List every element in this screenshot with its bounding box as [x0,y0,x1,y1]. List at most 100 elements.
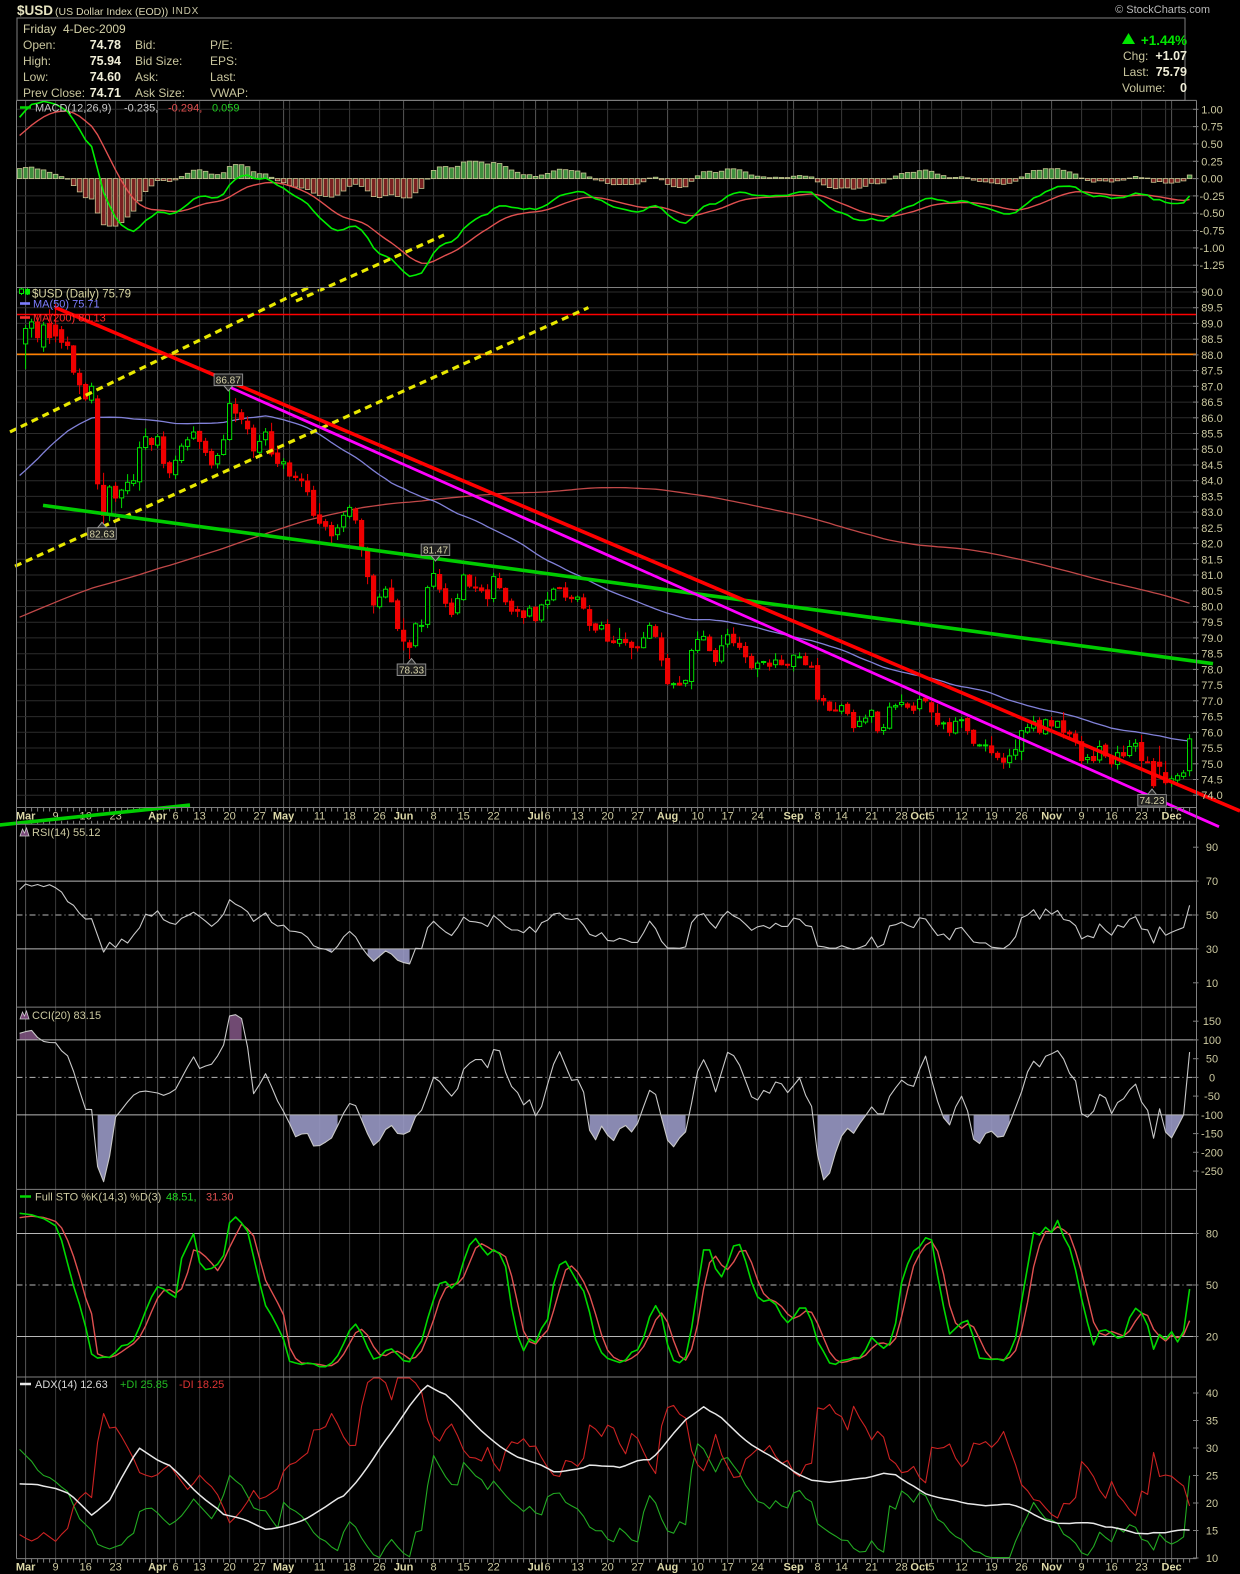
svg-text:27: 27 [631,1562,643,1574]
svg-text:150: 150 [1203,1016,1221,1028]
svg-text:6: 6 [173,811,179,823]
svg-text:81.0: 81.0 [1201,570,1222,582]
svg-text:-150: -150 [1201,1129,1223,1141]
svg-text:76.5: 76.5 [1201,712,1222,724]
svg-text:+1.44%: +1.44% [1141,33,1187,48]
svg-text:MA(200) 80.13: MA(200) 80.13 [33,313,106,325]
svg-text:Friday 4-Dec-2009: Friday 4-Dec-2009 [23,22,126,36]
svg-text:Dec: Dec [1162,1562,1182,1574]
svg-text:VWAP:: VWAP: [210,86,248,100]
svg-text:-0.235,: -0.235, [124,103,158,115]
svg-text:20: 20 [601,811,613,823]
svg-text:Nov: Nov [1041,1562,1063,1574]
svg-text:75.94: 75.94 [90,54,121,68]
svg-text:-0.50: -0.50 [1199,208,1224,220]
svg-text:6: 6 [173,1562,179,1574]
svg-text:86.5: 86.5 [1201,397,1222,409]
svg-text:50: 50 [1206,1280,1218,1292]
svg-text:82.5: 82.5 [1201,523,1222,535]
svg-text:78.33: 78.33 [399,666,424,677]
svg-text:80: 80 [1206,1229,1218,1241]
svg-text:13: 13 [571,1562,583,1574]
svg-text:MA(50) 75.71: MA(50) 75.71 [33,299,100,311]
svg-text:18: 18 [343,1562,355,1574]
svg-text:8: 8 [815,811,821,823]
svg-text:8: 8 [431,1562,437,1574]
svg-text:80.0: 80.0 [1201,602,1222,614]
svg-text:5: 5 [929,1562,935,1574]
svg-text:$USD: $USD [17,3,53,18]
svg-text:Bid Size:: Bid Size: [135,54,182,68]
svg-text:16: 16 [1105,1562,1117,1574]
svg-text:82.0: 82.0 [1201,539,1222,551]
svg-text:89.0: 89.0 [1201,318,1222,330]
svg-text:Ask:: Ask: [135,70,158,84]
svg-text:15: 15 [457,1562,469,1574]
svg-text:May: May [273,811,295,823]
svg-text:22: 22 [487,811,499,823]
svg-text:21: 21 [865,1562,877,1574]
svg-text:Jun: Jun [394,811,414,823]
svg-text:Oct: Oct [910,811,929,823]
svg-text:High:: High: [23,54,51,68]
svg-text:10: 10 [1206,978,1218,990]
svg-text:16: 16 [79,1562,91,1574]
svg-text:90: 90 [1206,842,1218,854]
svg-text:74.78: 74.78 [90,38,121,52]
svg-text:28: 28 [895,811,907,823]
svg-text:12: 12 [955,1562,967,1574]
svg-text:50: 50 [1206,910,1218,922]
svg-text:-50: -50 [1204,1091,1220,1103]
svg-text:10: 10 [1206,1553,1218,1565]
svg-text:85.0: 85.0 [1201,444,1222,456]
svg-text:-0.25: -0.25 [1199,191,1224,203]
svg-text:© StockCharts.com: © StockCharts.com [1115,4,1210,16]
svg-text:21: 21 [865,811,877,823]
svg-text:74.60: 74.60 [90,70,121,84]
svg-text:13: 13 [193,1562,205,1574]
svg-text:12: 12 [955,811,967,823]
svg-text:EPS:: EPS: [210,54,237,68]
svg-text:17: 17 [721,1562,733,1574]
svg-text:28: 28 [895,1562,907,1574]
svg-text:77.0: 77.0 [1201,696,1222,708]
svg-text:26: 26 [1015,1562,1027,1574]
svg-text:6: 6 [545,811,551,823]
svg-text:80.5: 80.5 [1201,586,1222,598]
svg-text:35: 35 [1206,1416,1218,1428]
svg-text:87.0: 87.0 [1201,381,1222,393]
svg-text:0.00: 0.00 [1201,174,1222,186]
svg-text:24: 24 [751,811,763,823]
svg-text:Aug: Aug [657,1562,678,1574]
svg-text:70: 70 [1206,876,1218,888]
svg-text:-DI 18.25: -DI 18.25 [179,1379,224,1391]
svg-text:83.5: 83.5 [1201,491,1222,503]
svg-text:Volume:: Volume: [1122,81,1165,95]
svg-text:19: 19 [985,811,997,823]
svg-text:75.0: 75.0 [1201,759,1222,771]
svg-text:79.5: 79.5 [1201,617,1222,629]
svg-text:9: 9 [53,811,59,823]
svg-text:-1.00: -1.00 [1199,243,1224,255]
svg-text:87.5: 87.5 [1201,366,1222,378]
svg-text:13: 13 [571,811,583,823]
svg-text:78.5: 78.5 [1201,649,1222,661]
svg-text:Low:: Low: [23,70,48,84]
svg-text:76.0: 76.0 [1201,727,1222,739]
svg-text:40: 40 [1206,1388,1218,1400]
svg-text:22: 22 [487,1562,499,1574]
svg-text:Last:: Last: [1123,65,1149,79]
svg-text:79.0: 79.0 [1201,633,1222,645]
svg-text:ADX(14) 12.63: ADX(14) 12.63 [35,1379,108,1391]
svg-text:Dec: Dec [1162,811,1182,823]
svg-text:83.0: 83.0 [1201,507,1222,519]
svg-text:50: 50 [1206,1054,1218,1066]
svg-text:26: 26 [373,811,385,823]
svg-text:$USD (Daily) 75.79: $USD (Daily) 75.79 [32,289,131,301]
svg-text:27: 27 [253,1562,265,1574]
svg-text:82.63: 82.63 [89,529,114,540]
svg-text:(US Dollar Index (EOD)): (US Dollar Index (EOD)) [55,6,168,18]
svg-text:CCI(20) 83.15: CCI(20) 83.15 [32,1010,101,1022]
svg-text:19: 19 [985,1562,997,1574]
svg-text:10: 10 [691,1562,703,1574]
